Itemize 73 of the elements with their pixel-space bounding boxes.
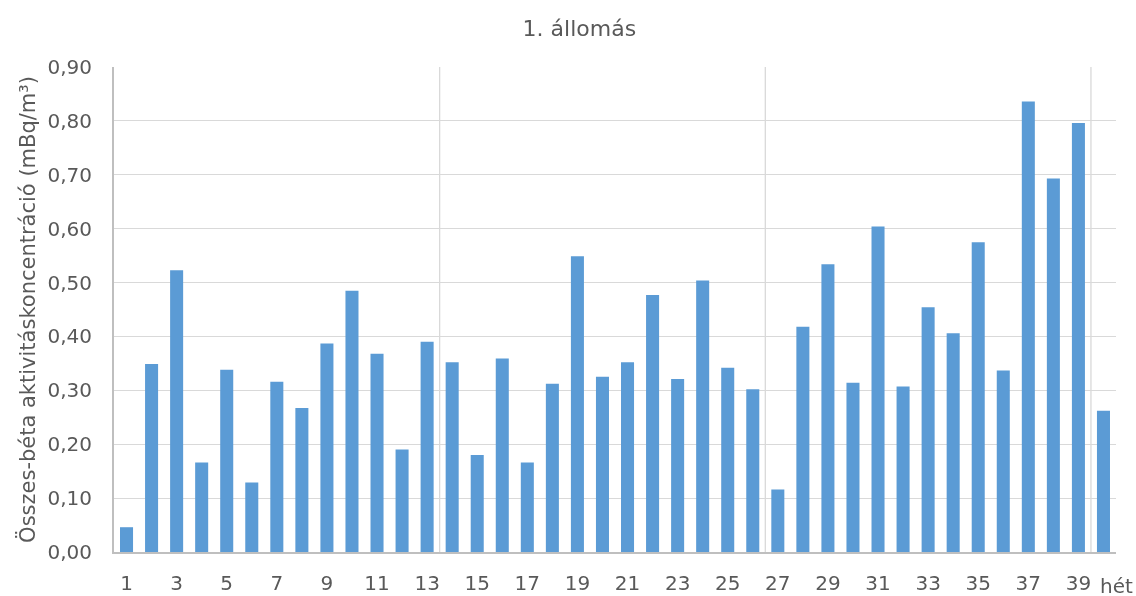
y-axis-title: Összes-béta aktivitáskoncentráció (mBq/m³) [15,76,41,543]
bar [1096,410,1110,552]
bar [270,381,284,552]
bar [871,226,885,552]
bar [345,290,359,552]
y-tick-label: 0,30 [47,378,92,403]
bar [195,462,209,552]
bar [896,386,910,552]
y-tick-label: 0,40 [47,324,92,349]
y-tick-label: 0,00 [47,540,92,564]
bar [395,449,409,552]
x-tick-label: 31 [865,571,891,595]
bar [821,264,835,552]
bar [796,326,810,552]
y-tick-label: 0,70 [47,162,92,187]
y-tick-label: 0,60 [47,216,92,241]
bar [771,489,785,552]
bar [470,455,484,552]
y-tick-label: 0,10 [47,486,92,511]
y-tick-label: 0,90 [47,55,92,79]
x-tick-label: 19 [564,571,591,595]
bar [921,307,935,552]
bar [971,242,985,552]
bar [595,376,609,552]
bar [295,408,309,552]
x-tick-label: 33 [915,571,941,595]
bar [1021,101,1035,552]
x-tick-label: 27 [765,571,791,595]
bar [445,362,459,552]
x-tick-label: 15 [464,571,490,595]
bar [946,333,960,552]
x-tick-label: 25 [715,571,741,595]
bar [696,280,710,552]
bar [370,353,384,552]
bar [570,256,584,552]
bar [846,382,860,552]
x-tick-label: 11 [364,571,390,595]
x-tick-label: 5 [220,571,234,595]
y-tick-label: 0,20 [47,432,92,457]
x-tick-label: 21 [614,571,641,595]
x-tick-label: 39 [1065,571,1092,595]
x-tick-label: 9 [320,571,334,595]
bar [671,379,685,552]
x-tick-label: 37 [1015,571,1042,595]
bar [420,341,434,552]
x-tick-label: 29 [815,571,841,595]
bar [1071,123,1085,552]
x-tick-label: 13 [414,571,440,595]
bar [220,369,234,552]
bar [520,462,534,552]
y-tick-label: 0,80 [47,108,92,133]
bar [621,362,635,552]
chart-title: 1. állomás [522,15,637,41]
bar [495,358,509,552]
x-tick-label: 3 [170,571,183,595]
bar [320,343,334,552]
bar [646,294,660,552]
y-tick-label: 0,50 [47,270,92,295]
bar [170,270,184,552]
bar [145,363,159,552]
x-tick-label: 35 [965,571,991,595]
bar [545,383,559,552]
bar [721,367,735,552]
bar [996,370,1010,552]
x-tick-label: 7 [270,571,284,595]
x-tick-label: 1 [120,571,133,595]
x-tick-label: 23 [664,571,691,595]
bar [245,482,259,552]
x-tick-label: 17 [514,571,541,595]
bar [746,389,760,552]
bar [1046,178,1060,552]
bar [120,527,134,552]
x-axis-title: hét [1100,574,1133,596]
